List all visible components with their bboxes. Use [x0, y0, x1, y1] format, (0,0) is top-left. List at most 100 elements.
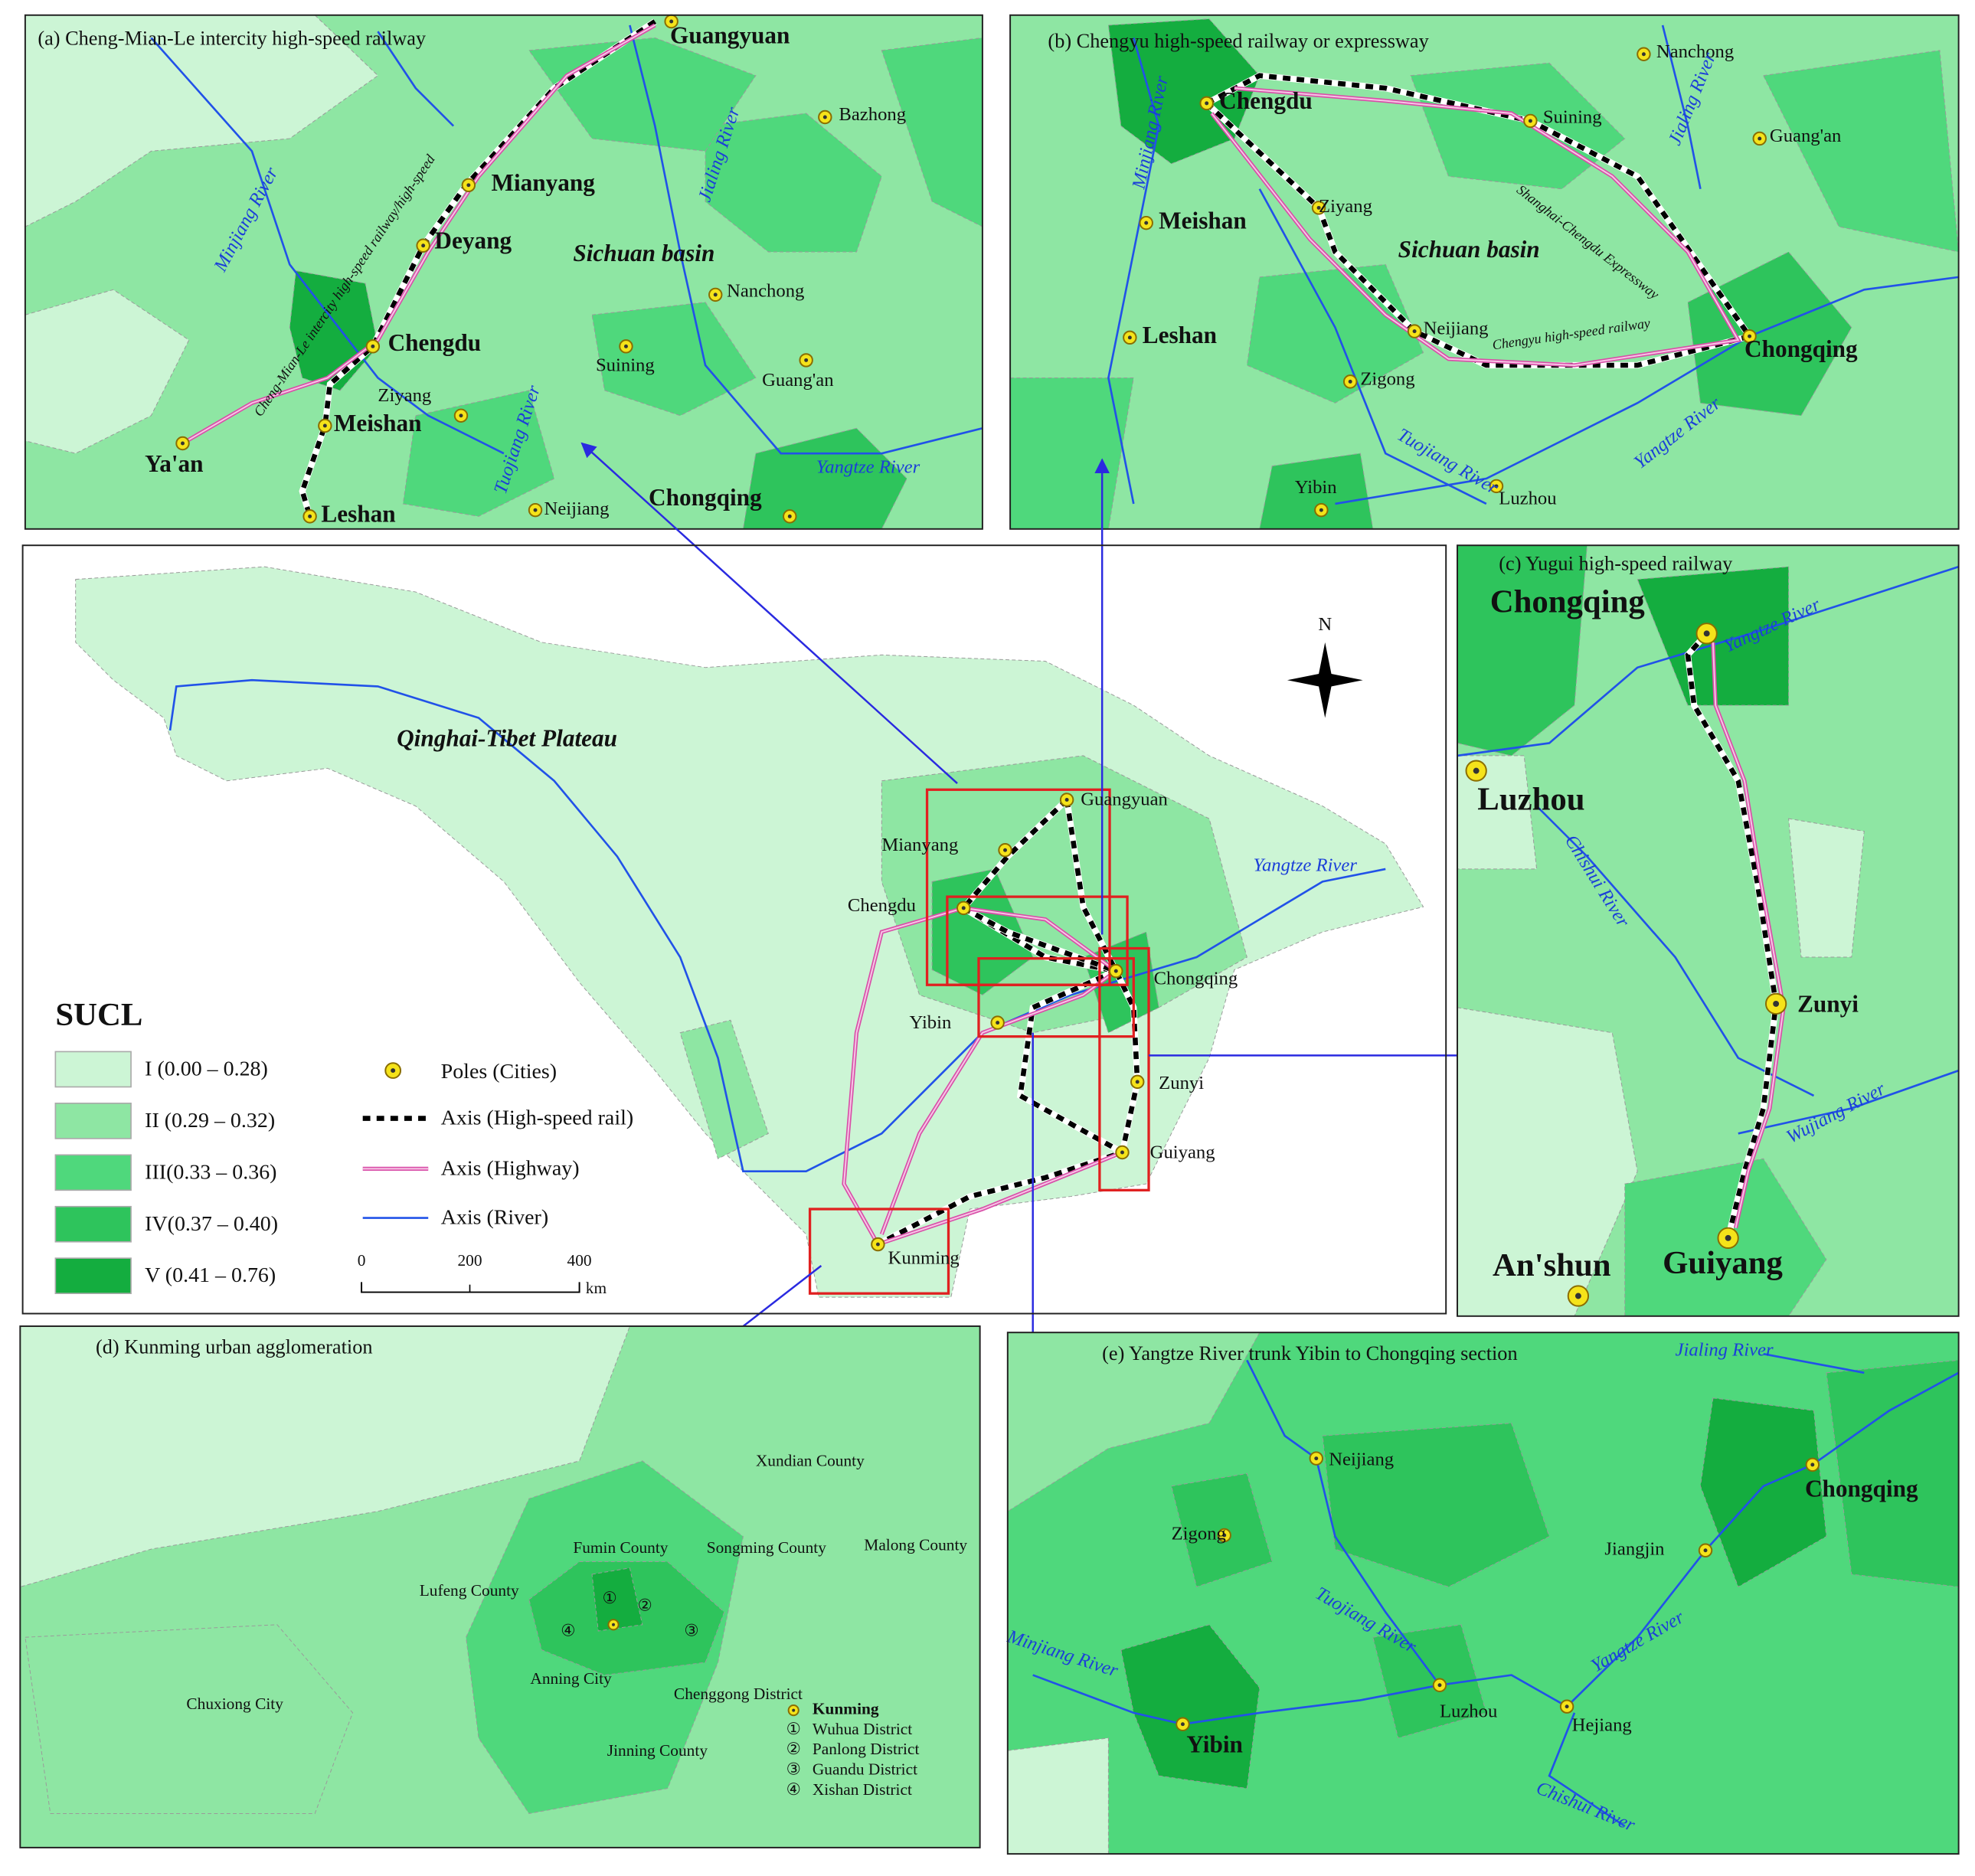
label: Neijiang — [544, 498, 610, 519]
label: Yangtze River — [816, 457, 920, 478]
label: Leshan — [321, 501, 395, 528]
label: ① — [602, 1589, 616, 1607]
label: Wuhua District — [813, 1720, 912, 1738]
label: Chenggong District — [674, 1685, 803, 1703]
panel-border — [21, 544, 1447, 1315]
label: Suining — [1543, 106, 1602, 127]
label: Yibin — [1186, 1731, 1243, 1757]
label: Anning City — [530, 1669, 612, 1688]
label: ④ — [561, 1622, 575, 1640]
region — [1007, 1737, 1109, 1855]
city-pole-center — [1144, 221, 1149, 225]
region — [19, 1325, 631, 1588]
label: Sichuan basin — [573, 240, 714, 266]
label: Chongqing — [1744, 335, 1858, 362]
label: Zunyi — [1797, 990, 1859, 1017]
label: Nanchong — [727, 280, 804, 301]
label: Kunming — [888, 1247, 960, 1268]
label: Mianyang — [491, 169, 595, 196]
city-pole-center — [181, 441, 185, 446]
label: Guangyuan — [1081, 789, 1168, 810]
river — [150, 37, 505, 455]
rail-axis — [299, 19, 657, 518]
river — [629, 25, 983, 455]
city-pole-center — [1120, 1150, 1124, 1155]
city-pole-center — [822, 115, 827, 119]
city-pole-center — [804, 358, 809, 362]
panel-border — [24, 14, 983, 530]
city-pole-center — [1113, 969, 1118, 973]
label: III(0.33 – 0.36) — [145, 1160, 276, 1184]
label: Guang'an — [1770, 126, 1841, 146]
label: Leshan — [1143, 322, 1217, 348]
region — [705, 113, 882, 253]
label: Axis (River) — [441, 1206, 549, 1230]
zoom-box — [1098, 946, 1150, 1191]
label: IV(0.37 – 0.40) — [145, 1212, 278, 1236]
city-pole-center — [391, 1068, 396, 1074]
label: Suining — [596, 355, 655, 375]
north-arrow — [1287, 672, 1363, 688]
city-pole-center — [1473, 767, 1480, 774]
city-pole-center — [1135, 1080, 1140, 1084]
city-pole-center — [1565, 1704, 1569, 1709]
label: Chuxiong City — [186, 1695, 283, 1713]
city-pole-center — [875, 1242, 880, 1247]
label: Yibin — [910, 1012, 952, 1033]
legend-swatch — [54, 1103, 132, 1139]
label: 0 — [358, 1251, 366, 1270]
label: Guang'an — [762, 370, 833, 391]
city-pole-center — [1180, 1722, 1185, 1727]
city-pole-center — [787, 514, 792, 518]
highway-core — [1712, 642, 1784, 1228]
legend-swatch — [54, 1205, 132, 1243]
label: Fumin County — [573, 1538, 668, 1557]
label: An'shun — [1493, 1247, 1611, 1283]
label: Chengdu — [388, 329, 482, 356]
label: V (0.41 – 0.76) — [145, 1263, 276, 1287]
label: Axis (High-speed rail) — [441, 1106, 634, 1130]
label: Guangyuan — [670, 22, 790, 49]
city-pole-center — [1810, 1463, 1815, 1467]
label: I (0.00 – 0.28) — [145, 1057, 268, 1081]
highway-core — [842, 907, 964, 1245]
panel-title: (a) Cheng-Mian-Le intercity high-speed r… — [38, 28, 427, 50]
label: km — [586, 1279, 607, 1297]
city-pole-center — [421, 243, 426, 248]
city-pole-center — [1703, 1548, 1708, 1553]
region — [25, 1624, 354, 1814]
rail-axis — [1017, 969, 1124, 1155]
panel-border — [1009, 14, 1960, 530]
region — [1372, 1624, 1487, 1739]
rail-axis — [1685, 632, 1779, 1239]
region — [591, 1567, 643, 1632]
city-pole-center — [1641, 52, 1646, 57]
panel-border — [1006, 1332, 1960, 1855]
city-pole-center — [1773, 1000, 1780, 1007]
city-pole-center — [623, 344, 628, 348]
label: 400 — [567, 1251, 592, 1270]
city-pole-center — [1725, 1234, 1731, 1241]
basin — [75, 566, 1424, 1298]
rail-axis — [876, 798, 1140, 1247]
label: Chengdu — [848, 895, 916, 916]
label: Neijiang — [1329, 1449, 1394, 1470]
label: Ziyang — [1319, 196, 1372, 217]
river — [1738, 1069, 1960, 1135]
river — [1457, 565, 1960, 757]
label: ③ — [786, 1760, 801, 1778]
city-pole-center — [1574, 1293, 1581, 1299]
city-pole-center — [961, 906, 966, 910]
river — [1335, 276, 1959, 505]
label: ④ — [786, 1780, 801, 1799]
label: N — [1318, 614, 1332, 635]
label: Guiyang — [1150, 1142, 1215, 1162]
label: Nanchong — [1656, 41, 1734, 62]
label: Yangtze River — [1254, 855, 1358, 875]
label: Chongqing — [1805, 1476, 1918, 1502]
label: Ziyang — [378, 385, 431, 406]
label: Poles (Cities) — [441, 1060, 557, 1083]
label: Chongqing — [1490, 583, 1645, 619]
river — [1107, 38, 1160, 505]
